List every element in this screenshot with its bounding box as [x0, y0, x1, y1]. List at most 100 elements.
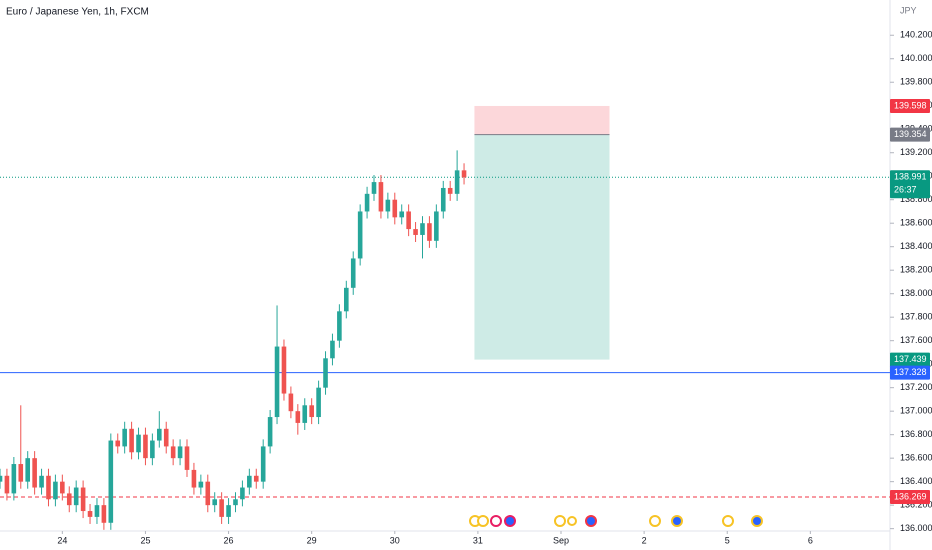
event-icon[interactable] [504, 515, 516, 527]
candle-body [454, 170, 460, 194]
candle-body [434, 211, 439, 241]
y-tick-label: 136.400 [900, 476, 932, 486]
x-tick-label: Sep [553, 535, 569, 545]
y-tick-label: 137.200 [900, 382, 932, 392]
price-tag [890, 490, 930, 505]
candle-body [288, 393, 294, 412]
candle-body [337, 311, 342, 341]
y-tick-label: 136.000 [900, 523, 932, 533]
candle-body [240, 487, 245, 500]
currency-label: JPY [900, 5, 917, 15]
y-tick-label: 138.600 [900, 218, 932, 228]
candle-body [233, 499, 238, 506]
candle-body [330, 340, 335, 359]
candle-body [364, 193, 370, 212]
target-zone [474, 134, 610, 360]
candle-body [101, 505, 107, 523]
candle-body [156, 428, 162, 441]
candle-body [46, 475, 51, 500]
y-tick-label: 138.000 [900, 288, 932, 298]
x-tick-label: 6 [808, 535, 813, 545]
candle-body [53, 481, 58, 500]
event-icon[interactable] [585, 515, 597, 527]
candle-body [18, 464, 24, 482]
y-tick-label: 137.800 [900, 312, 932, 322]
candle-body [406, 211, 411, 230]
y-tick-label: 138.400 [900, 241, 932, 251]
candle-body [205, 481, 211, 506]
y-tick-label: 136.200 [900, 500, 932, 510]
y-tick-label: 138.200 [900, 265, 932, 275]
price-tag-label: 139.598 [894, 100, 927, 110]
candle-body [274, 346, 280, 418]
x-tick-label: 31 [473, 535, 483, 545]
event-icon[interactable] [490, 515, 502, 527]
event-icon[interactable] [649, 515, 661, 527]
event-icon[interactable] [567, 516, 577, 526]
events[interactable] [469, 515, 763, 527]
candle-body [371, 182, 377, 194]
candle-body [260, 446, 266, 482]
candle-body [267, 417, 273, 447]
x-tick-label: 24 [57, 535, 67, 545]
event-icon[interactable] [722, 515, 734, 527]
price-tag [890, 170, 930, 199]
price-tag-label: 136.269 [894, 491, 927, 501]
candle-body [66, 493, 72, 506]
candle-body [108, 440, 114, 523]
candle-body [184, 446, 190, 470]
candle-body [440, 187, 446, 212]
x-tick-label: 30 [390, 535, 400, 545]
candle-body [219, 499, 224, 517]
candle-body [177, 446, 183, 459]
price-tag [890, 98, 930, 113]
y-tick-label: 136.800 [900, 429, 932, 439]
x-tick-label: 2 [642, 535, 647, 545]
candle-body [170, 446, 176, 459]
candle-body [385, 199, 391, 212]
candle-body [350, 258, 356, 288]
candle-body [316, 387, 321, 418]
candle-body [60, 481, 65, 494]
stop-zone [474, 105, 610, 135]
y-tick-label: 139.800 [900, 77, 932, 87]
countdown-label: 26:37 [894, 185, 917, 195]
event-icon[interactable] [671, 515, 683, 527]
candle-body [427, 223, 432, 241]
price-tag-label: 139.354 [894, 129, 927, 139]
candle-body [163, 428, 169, 447]
candle-body [115, 440, 121, 447]
candle-body [11, 464, 17, 494]
candle-body [25, 458, 31, 482]
candle-body [447, 187, 453, 194]
candle-body [323, 358, 328, 388]
candle-body [226, 505, 231, 517]
candle-body [191, 469, 197, 488]
x-tick-label: 29 [307, 535, 317, 545]
candle-body [309, 405, 314, 418]
candle-body [295, 411, 301, 423]
y-tick-label: 138.800 [900, 194, 932, 204]
event-icon[interactable] [751, 515, 763, 527]
candle-body [73, 487, 79, 506]
x-tick-label: 5 [725, 535, 730, 545]
event-icon[interactable] [477, 515, 489, 527]
x-tick-label: 25 [140, 535, 150, 545]
y-tick-label: 137.600 [900, 335, 932, 345]
event-icon[interactable] [554, 515, 566, 527]
candle-body [378, 182, 384, 212]
chart-title: Euro / Japanese Yen, 1h, FXCM [6, 7, 149, 18]
candle-body [344, 287, 349, 312]
candle-body [4, 475, 10, 494]
y-tick-label: 139.200 [900, 147, 932, 157]
candle-body [150, 440, 155, 459]
candle-body [302, 405, 308, 423]
price-tag [890, 352, 930, 367]
candle-body [212, 499, 218, 506]
y-tick-label: 136.600 [900, 453, 932, 463]
y-tick-label: 140.200 [900, 30, 932, 40]
price-tag-label: 137.439 [894, 354, 927, 364]
y-tick-label: 140.000 [900, 53, 932, 63]
